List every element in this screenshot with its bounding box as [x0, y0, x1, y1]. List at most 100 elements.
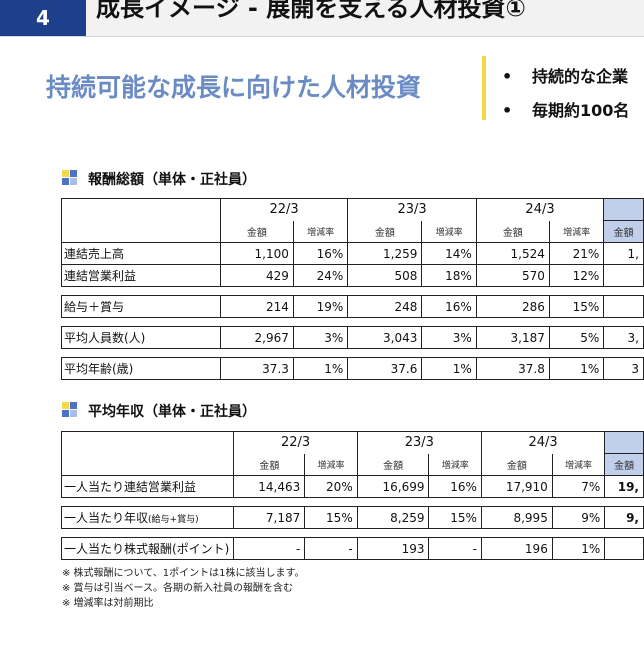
cell-rate: - [304, 537, 358, 560]
cell-value-cut: 1, [603, 242, 644, 265]
lead-title: 持続可能な成長に向けた人材投資 [46, 73, 422, 102]
table-row: 連結売上高 1,100 16% 1,259 14% 1,524 21% 1, [61, 242, 644, 265]
lead-bullets: • 持続的な企業 • 毎期約100名 [502, 60, 629, 128]
rate-subheader: 増減率 [428, 453, 482, 476]
cell-rate: 1% [548, 357, 605, 380]
period-header: 23/3 [356, 431, 482, 454]
amount-subheader: 金額 [347, 220, 423, 243]
cell-value: 248 [347, 295, 423, 318]
rate-subheader: 増減率 [548, 220, 605, 243]
cell-value: 37.3 [219, 357, 294, 380]
row-label: 連結営業利益 [61, 264, 221, 287]
amount-subheader: 金額 [480, 453, 553, 476]
period-header: 23/3 [347, 198, 477, 221]
cell-rate: 1% [551, 537, 606, 560]
section-title-annual-income: 平均年収（単体・正社員） [62, 401, 256, 421]
table-row: 一人当たり連結営業利益 14,463 20% 16,699 16% 17,910… [60, 475, 644, 498]
table-row: 一人当たり年収(給与+賞与) 7,187 15% 8,259 15% 8,995… [60, 506, 644, 529]
cell-rate: 1% [292, 357, 349, 380]
cell-value-cut [604, 537, 644, 560]
row-label: 一人当たり年収(給与+賞与) [60, 506, 235, 529]
footnote: ※ 株式報酬について、1ポイントは1株に該当します。 [62, 568, 305, 579]
table-row: 一人当たり株式報酬(ポイント) - - 193 - 196 1% [60, 537, 644, 560]
cell-value: 1,100 [219, 242, 294, 265]
period-header: 22/3 [219, 198, 349, 221]
table-subheader-row: 金額 増減率 金額 増減率 金額 増減率 金額 [62, 453, 644, 476]
cell-rate: 16% [292, 242, 349, 265]
cell-rate: 19% [292, 295, 349, 318]
cell-value-cut: 19, [604, 475, 644, 498]
annual-income-table: 22/3 23/3 24/3 金額 増減率 金額 増減率 金額 増減率 金額 一… [60, 431, 644, 560]
highlight-column-header [603, 198, 644, 221]
cell-value: 570 [475, 264, 550, 287]
cell-rate: 3% [292, 326, 349, 349]
cell-value-cut: 3, [603, 326, 644, 349]
cell-rate: 24% [292, 264, 349, 287]
cell-rate: 3% [421, 326, 477, 349]
cell-value: 193 [356, 537, 430, 560]
cell-value: 16,699 [356, 475, 430, 498]
table-row: 連結営業利益 429 24% 508 18% 570 12% [61, 264, 644, 287]
bullet-mark: • [502, 67, 513, 86]
lead-bullet: • 持続的な企業 [502, 60, 629, 94]
section-number: 4 [0, 0, 86, 36]
slide-title: 成長イメージ - 展開を支える人材投資① [96, 0, 526, 22]
cell-value: 3,187 [475, 326, 550, 349]
cell-value: 1,524 [475, 242, 550, 265]
cell-rate: 7% [551, 475, 606, 498]
cell-value-cut [603, 264, 644, 287]
cell-rate: 9% [551, 506, 606, 529]
section-title-text: 報酬総額（単体・正社員） [88, 172, 256, 188]
amount-subheader: 金額 [356, 453, 430, 476]
amount-subheader: 金額 [219, 220, 294, 243]
section-title-compensation: 報酬総額（単体・正社員） [62, 169, 256, 189]
table-header-row: 22/3 23/3 24/3 [60, 431, 644, 476]
amount-subheader-cut: 金額 [603, 220, 644, 243]
cell-rate: 1% [421, 357, 477, 380]
footnotes: ※ 株式報酬について、1ポイントは1株に該当します。 ※ 賞与は引当ベース。各期… [62, 566, 304, 611]
amount-subheader: 金額 [475, 220, 550, 243]
cell-rate: 5% [548, 326, 605, 349]
row-label-text: 一人当たり連結営業利益 [64, 480, 197, 494]
cell-rate: 12% [548, 264, 605, 287]
period-header: 24/3 [475, 198, 605, 221]
cell-rate: 16% [428, 475, 482, 498]
highlight-column-header [604, 431, 644, 454]
amount-subheader: 金額 [233, 453, 306, 476]
cell-value: 1,259 [347, 242, 423, 265]
row-label: 連結売上高 [61, 242, 221, 265]
cell-rate: 15% [304, 506, 358, 529]
cell-value: 429 [219, 264, 294, 287]
cell-value: 7,187 [233, 506, 306, 529]
cell-value: 508 [347, 264, 423, 287]
lead-bullet-text: 持続的な企業 [532, 67, 629, 86]
cell-rate: 21% [548, 242, 605, 265]
cell-value-cut [603, 295, 644, 318]
table-header-row: 22/3 23/3 24/3 [61, 198, 644, 243]
cell-value: 37.8 [475, 357, 550, 380]
cell-value: 3,043 [347, 326, 423, 349]
amount-subheader-cut: 金額 [604, 453, 644, 476]
cell-value: 8,259 [356, 506, 430, 529]
section-title-text: 平均年収（単体・正社員） [88, 404, 256, 420]
cell-value: 14,463 [233, 475, 306, 498]
cell-rate: - [428, 537, 482, 560]
cell-rate: 14% [421, 242, 477, 265]
cell-value: 17,910 [480, 475, 553, 498]
row-label: 一人当たり連結営業利益 [60, 475, 235, 498]
cell-rate: 15% [428, 506, 482, 529]
cell-value: 2,967 [219, 326, 294, 349]
header-blank [61, 198, 221, 243]
row-label-text: 一人当たり年収 [64, 511, 149, 525]
table-row: 平均人員数(人) 2,967 3% 3,043 3% 3,187 5% 3, [61, 326, 644, 349]
row-label: 給与＋賞与 [61, 295, 221, 318]
bullet-mark: • [502, 101, 513, 120]
lead-divider [482, 56, 486, 120]
cell-value: 286 [475, 295, 550, 318]
cell-value-cut: 9, [604, 506, 644, 529]
cell-rate: 20% [304, 475, 358, 498]
cell-value-cut: 3 [603, 357, 644, 380]
cell-rate: 15% [548, 295, 605, 318]
period-header: 22/3 [233, 431, 358, 454]
cell-value: 37.6 [347, 357, 423, 380]
